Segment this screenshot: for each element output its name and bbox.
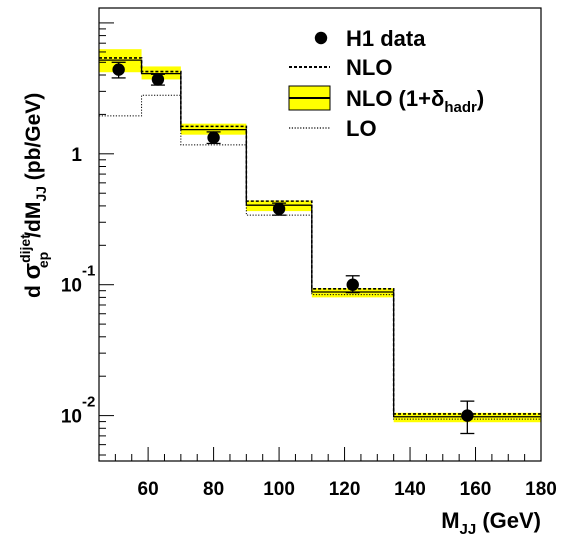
y-axis-label-sigma: σ [19,263,46,279]
legend-entry-lo: LO [289,116,377,141]
band-bin-1 [141,66,181,80]
legend-entry-nlo: NLO [289,55,392,80]
marker-2 [207,131,220,144]
plot-frame [98,7,542,462]
x-tick-label: 160 [460,479,492,500]
y-axis-label: d σdijet ep/dMJJ (pb/GeV) [17,93,51,298]
y-tick-label: 1 [71,145,82,166]
data-point-2 [206,131,221,145]
x-tick-label: 60 [138,479,159,500]
x-tick-label: 100 [263,479,295,500]
x-axis: 60 80 100 120 140 160 180 [114,447,557,500]
x-axis-label-main: M [441,508,459,533]
data-point-1 [150,73,165,86]
x-tick-label: 80 [203,479,224,500]
x-axis-label-sub: JJ [460,521,477,538]
y-tick-label: 10 [61,276,82,297]
y-axis-label-d: d [22,279,45,298]
nlo-line [99,57,541,415]
legend-nlo-hadr-label: NLO (1+δhadr) [346,86,484,116]
legend-entry-h1-data: H1 data [314,26,426,51]
marker-4 [346,278,359,291]
x-axis-label: MJJ (GeV) [441,508,541,538]
legend-nlo-label: NLO [346,55,392,80]
legend-entry-nlo-hadr: NLO (1+δhadr) [288,85,484,116]
y-axis-label-sub: ep [35,252,51,268]
marker-5 [461,409,474,422]
legend-nlo-hadr-label-suffix: ) [477,86,484,111]
y-tick-label-base: 10 [61,276,82,297]
y-tick-label: 10 [61,407,82,428]
y-axis-label-unit: (pb/GeV) [22,93,45,186]
y-tick-label-base: 10 [61,407,82,428]
y-tick-label-exponent: -2 [82,394,95,411]
legend-h1-data-label: H1 data [346,26,426,51]
legend-h1-data-marker [314,31,328,45]
y-tick-label-base: 1 [71,145,82,166]
y-axis: 110-110-2 [61,22,114,456]
y-tick-label-exponent: -1 [82,263,95,280]
histogram-lines [99,57,541,420]
x-tick-label: 140 [394,479,426,500]
data-point-3 [272,202,287,216]
marker-0 [112,63,125,76]
h1-data-points [111,61,475,435]
lo-line [99,94,541,420]
x-tick-label: 180 [525,479,557,500]
x-axis-label-unit: (GeV) [476,508,541,533]
y-axis-label-rest-sub: JJ [33,186,49,202]
data-point-5 [460,400,475,435]
y-axis-label-sup: dijet [17,234,33,263]
legend-nlo-hadr-label-main: NLO (1+δ [346,86,444,111]
legend-nlo-hadr-label-sub: hadr [444,99,477,116]
data-point-4 [345,275,360,294]
legend-lo-label: LO [346,116,377,141]
marker-1 [151,73,165,86]
y-axis-label-rest: /dM [22,202,45,238]
data-point-0 [111,61,126,79]
x-tick-label: 120 [329,479,361,500]
marker-3 [272,202,286,216]
